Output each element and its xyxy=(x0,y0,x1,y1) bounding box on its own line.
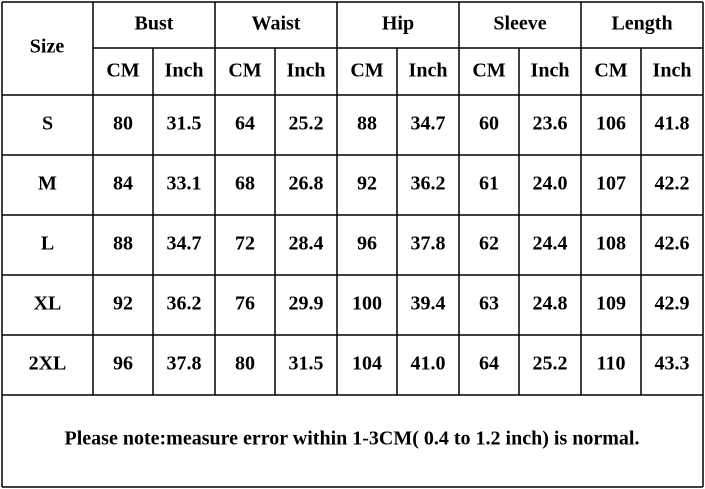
cell-value: 37.8 xyxy=(167,353,202,375)
unit-header: CM xyxy=(472,60,505,82)
cell-value: 96 xyxy=(357,233,377,255)
cell-value: 62 xyxy=(479,233,499,255)
cell-value: 41.0 xyxy=(411,353,446,375)
cell-value: 88 xyxy=(357,113,377,135)
cell-value: 108 xyxy=(596,233,626,255)
cell-value: 31.5 xyxy=(289,353,324,375)
unit-header: Inch xyxy=(531,60,570,82)
group-header: Waist xyxy=(252,13,301,35)
group-header: Sleeve xyxy=(493,13,546,35)
cell-value: 25.2 xyxy=(533,353,568,375)
cell-value: 64 xyxy=(235,113,255,135)
group-header: Hip xyxy=(382,13,414,35)
cell-value: 24.8 xyxy=(533,293,568,315)
cell-value: 26.8 xyxy=(289,173,324,195)
cell-value: 84 xyxy=(113,173,133,195)
cell-value: 34.7 xyxy=(167,233,202,255)
cell-value: 23.6 xyxy=(533,113,568,135)
cell-value: 42.9 xyxy=(655,293,690,315)
cell-value: 41.8 xyxy=(655,113,690,135)
cell-value: 107 xyxy=(596,173,626,195)
cell-value: 42.6 xyxy=(655,233,690,255)
cell-value: 88 xyxy=(113,233,133,255)
cell-value: 31.5 xyxy=(167,113,202,135)
cell-value: 24.0 xyxy=(533,173,568,195)
cell-value: 25.2 xyxy=(289,113,324,135)
cell-value: 61 xyxy=(479,173,499,195)
cell-value: 76 xyxy=(235,293,255,315)
unit-header: Inch xyxy=(653,60,692,82)
cell-value: 28.4 xyxy=(289,233,324,255)
size-label: 2XL xyxy=(29,353,67,375)
cell-value: 34.7 xyxy=(411,113,446,135)
cell-value: 92 xyxy=(113,293,133,315)
unit-header: Inch xyxy=(409,60,448,82)
cell-value: 33.1 xyxy=(167,173,202,195)
size-label: M xyxy=(38,173,57,195)
cell-value: 42.2 xyxy=(655,173,690,195)
cell-value: 68 xyxy=(235,173,255,195)
cell-value: 36.2 xyxy=(411,173,446,195)
size-label: L xyxy=(41,233,54,255)
cell-value: 92 xyxy=(357,173,377,195)
cell-value: 109 xyxy=(596,293,626,315)
unit-header: CM xyxy=(228,60,261,82)
cell-value: 64 xyxy=(479,353,499,375)
unit-header: Inch xyxy=(165,60,204,82)
cell-value: 106 xyxy=(596,113,626,135)
cell-value: 36.2 xyxy=(167,293,202,315)
group-header: Length xyxy=(611,13,672,35)
cell-value: 29.9 xyxy=(289,293,324,315)
size-header: Size xyxy=(30,36,65,58)
unit-header: CM xyxy=(106,60,139,82)
cell-value: 104 xyxy=(352,353,382,375)
cell-value: 72 xyxy=(235,233,255,255)
size-label: S xyxy=(42,113,53,135)
cell-value: 100 xyxy=(352,293,382,315)
group-header: Bust xyxy=(135,13,174,35)
cell-value: 80 xyxy=(235,353,255,375)
cell-value: 60 xyxy=(479,113,499,135)
cell-value: 110 xyxy=(597,353,626,375)
unit-header: CM xyxy=(594,60,627,82)
cell-value: 63 xyxy=(479,293,499,315)
unit-header: CM xyxy=(350,60,383,82)
cell-value: 43.3 xyxy=(655,353,690,375)
cell-value: 80 xyxy=(113,113,133,135)
cell-value: 39.4 xyxy=(411,293,446,315)
cell-value: 24.4 xyxy=(533,233,568,255)
note: Please note:measure error within 1-3CM( … xyxy=(65,428,640,450)
cell-value: 96 xyxy=(113,353,133,375)
unit-header: Inch xyxy=(287,60,326,82)
cell-value: 37.8 xyxy=(411,233,446,255)
size-label: XL xyxy=(34,293,62,315)
